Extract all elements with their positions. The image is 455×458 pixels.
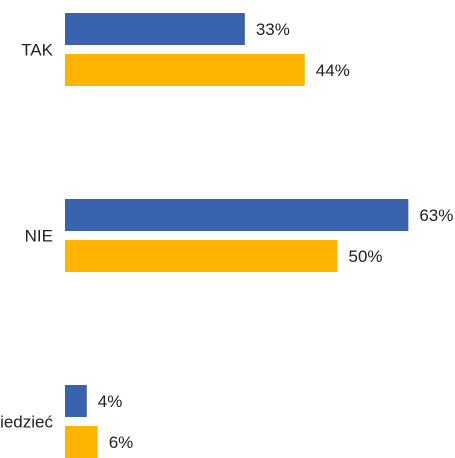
- category-label: NIE: [25, 227, 53, 246]
- data-label: 63%: [419, 206, 453, 225]
- bar: [65, 13, 245, 45]
- bar: [65, 54, 305, 86]
- bar: [65, 199, 409, 231]
- data-label: 4%: [98, 392, 123, 411]
- data-label: 6%: [109, 433, 134, 452]
- data-label: 44%: [316, 61, 350, 80]
- category-label: TAK: [21, 41, 53, 60]
- data-label: 33%: [256, 20, 290, 39]
- bar: [65, 240, 338, 272]
- bar: [65, 426, 98, 458]
- category-label: Nie wiem / trudno powiedzieć: [0, 413, 53, 432]
- bar: [65, 385, 87, 417]
- data-label: 50%: [349, 247, 383, 266]
